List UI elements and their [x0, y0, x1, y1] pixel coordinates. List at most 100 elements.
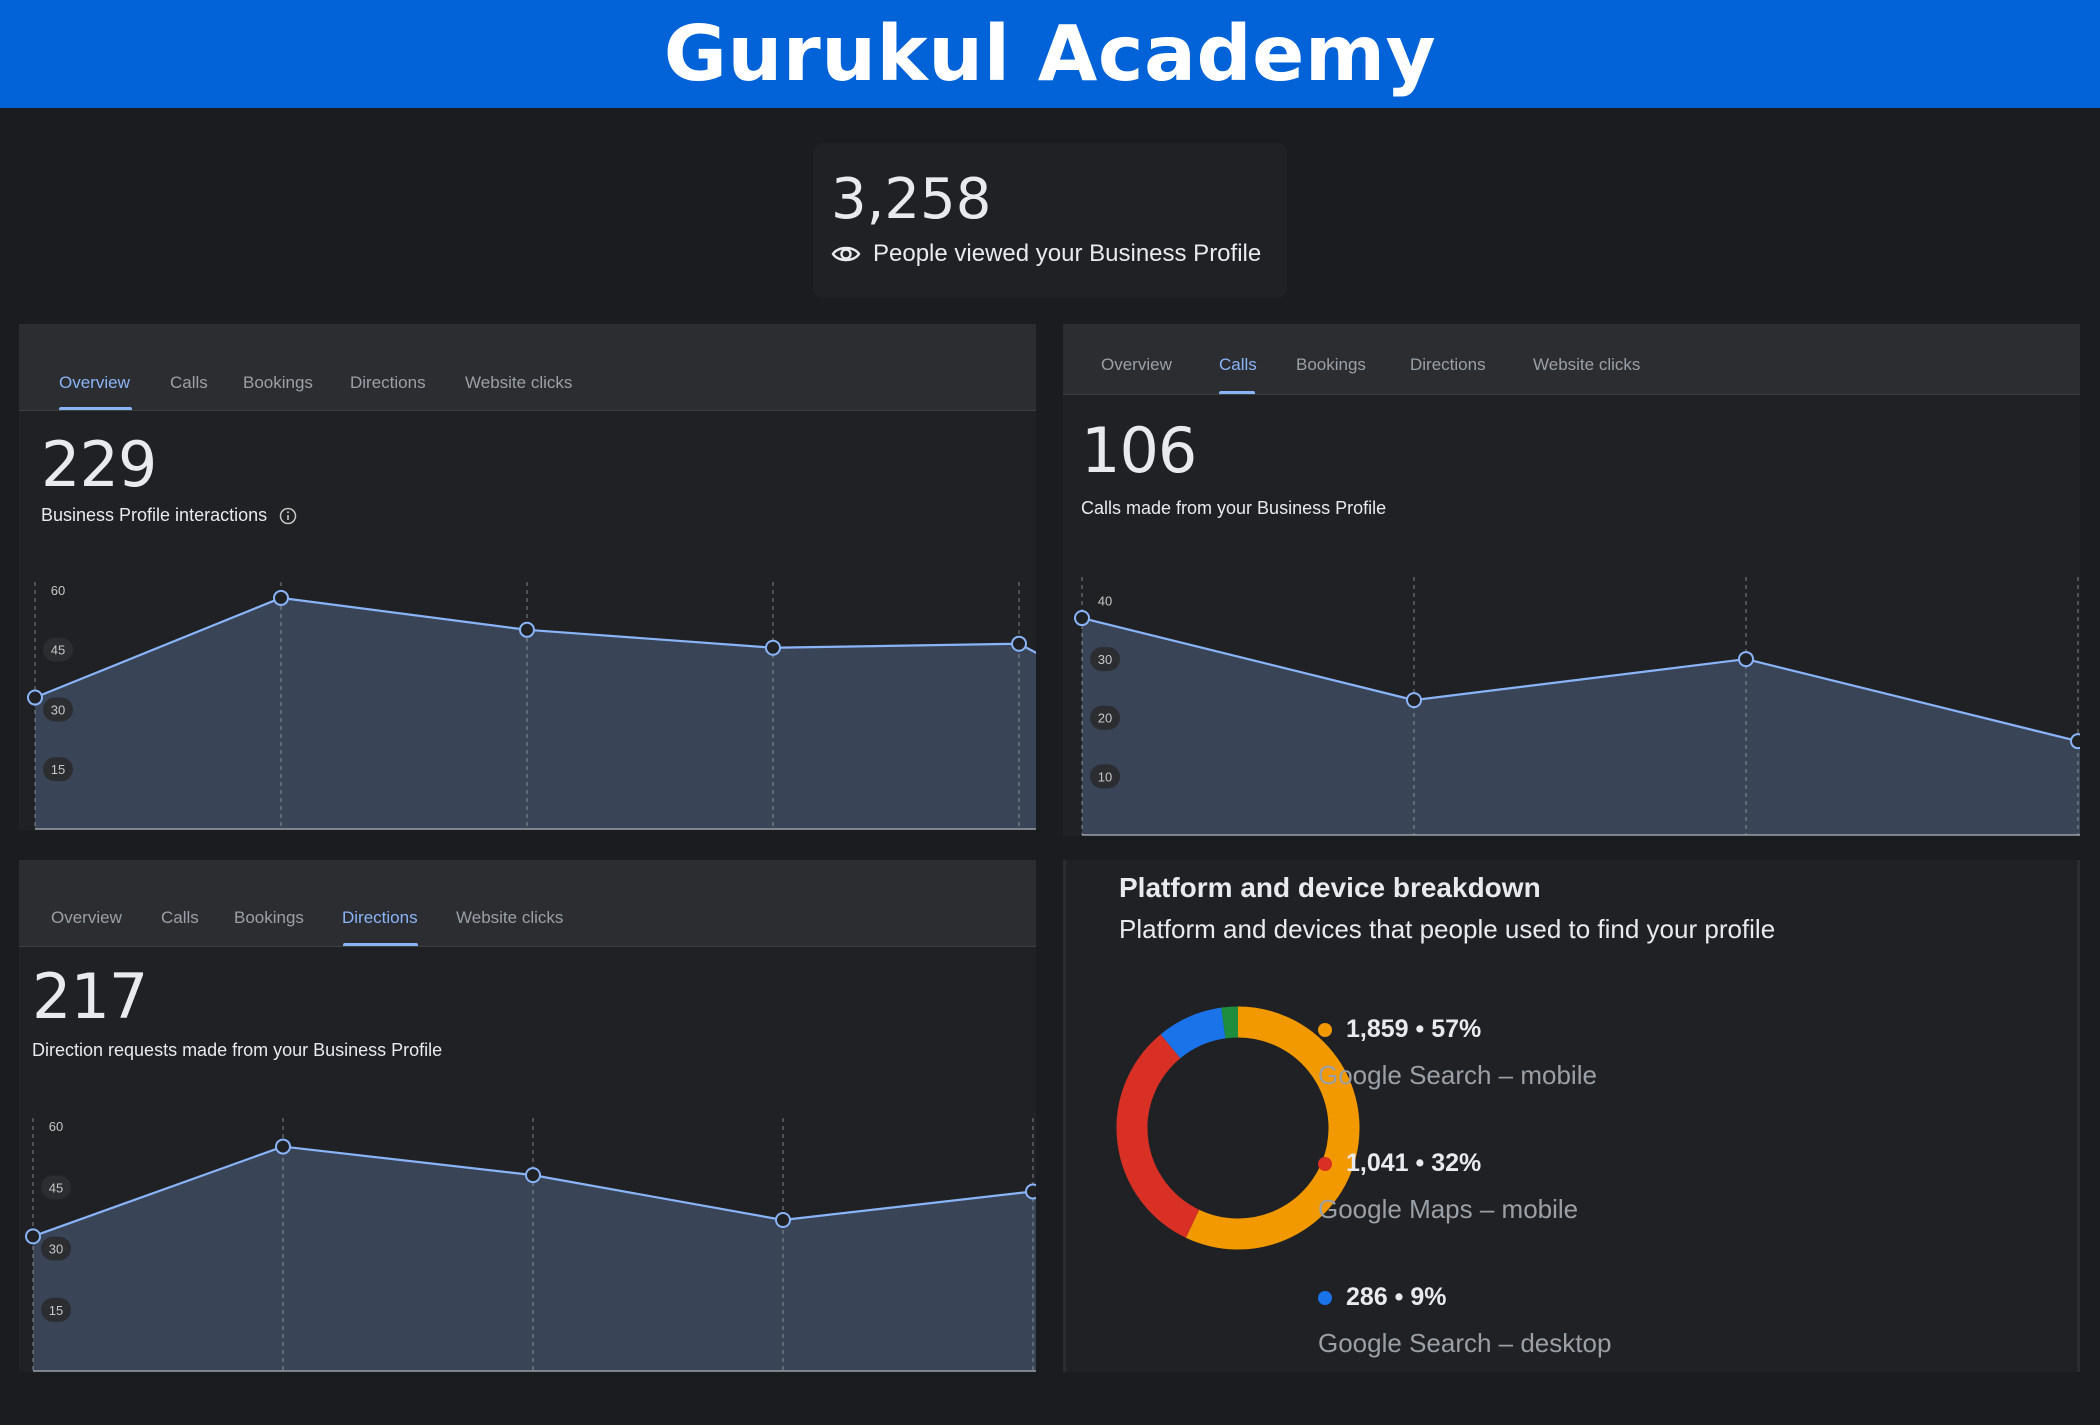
legend-value-row: 286 • 9% — [1318, 1283, 1611, 1312]
tab-calls[interactable]: Calls — [170, 373, 208, 392]
y-tick-label: 45 — [49, 1180, 63, 1195]
chart-area-fill — [35, 597, 1036, 829]
tab-calls[interactable]: Calls — [1219, 355, 1257, 374]
tab-bar: Overview Calls Bookings Directions Websi… — [1063, 324, 2080, 395]
interactions-chart: 60 45 30 15 — [27, 582, 1036, 830]
chart-data-point[interactable] — [1406, 692, 1422, 709]
chart-data-point[interactable] — [525, 1167, 541, 1184]
y-tick-label: 45 — [51, 643, 65, 658]
y-tick-label: 30 — [1098, 652, 1112, 667]
calls-label: Calls made from your Business Profile — [1081, 498, 1387, 518]
y-tick: 30 — [41, 1236, 71, 1261]
y-tick: 15 — [43, 757, 73, 782]
tab-website-clicks[interactable]: Website clicks — [456, 908, 564, 927]
chart-data-point[interactable] — [1074, 610, 1090, 627]
tab-bar: Overview Calls Bookings Directions Websi… — [19, 324, 1036, 411]
directions-count: 217 — [32, 960, 148, 1033]
platform-breakdown-panel: Platform and device breakdown Platform a… — [1063, 860, 2080, 1372]
y-tick-label: 10 — [1098, 769, 1112, 784]
chart-area-fill — [33, 1146, 1036, 1371]
header-banner: Gurukul Academy — [0, 0, 2100, 108]
profile-views-label: People viewed your Business Profile — [873, 240, 1262, 267]
legend-item-maps-mobile: 1,041 • 32% Google Maps – mobile — [1318, 1149, 1578, 1225]
tab-overview[interactable]: Overview — [1101, 355, 1172, 374]
tab-bookings[interactable]: Bookings — [234, 908, 304, 927]
chart-data-point[interactable] — [275, 1138, 291, 1155]
legend-value: 1,859 • 57% — [1346, 1015, 1482, 1043]
donut-slice[interactable] — [1221, 1006, 1239, 1039]
calls-chart: 40 30 20 10 — [1074, 577, 2080, 836]
y-tick-label: 15 — [49, 1303, 63, 1318]
legend-dot — [1318, 1156, 1332, 1171]
page-title: Gurukul Academy — [663, 9, 1437, 99]
tab-directions[interactable]: Directions — [1410, 355, 1486, 374]
profile-views-label-row: People viewed your Business Profile — [831, 240, 1261, 268]
breakdown-title: Platform and device breakdown — [1119, 872, 1541, 903]
active-tab-indicator — [343, 943, 418, 946]
calls-panel: Overview Calls Bookings Directions Websi… — [1063, 324, 2080, 836]
legend-value: 286 • 9% — [1346, 1283, 1447, 1311]
legend-name: Google Search – desktop — [1318, 1328, 1612, 1358]
y-tick-label: 15 — [51, 762, 65, 777]
legend-item-search-desktop: 286 • 9% Google Search – desktop — [1318, 1283, 1611, 1359]
y-tick-label: 60 — [49, 1119, 63, 1134]
legend-value-row: 1,041 • 32% — [1318, 1149, 1578, 1178]
y-tick: 40 — [1098, 593, 1112, 608]
y-tick: 10 — [1090, 764, 1120, 789]
chart-data-point[interactable] — [273, 589, 289, 606]
y-tick: 60 — [49, 1119, 63, 1134]
legend-item-search-mobile: 1,859 • 57% Google Search – mobile — [1318, 1015, 1597, 1091]
y-tick: 20 — [1090, 705, 1120, 730]
chart-data-point[interactable] — [775, 1212, 791, 1229]
chart-data-point[interactable] — [25, 1228, 41, 1245]
profile-views-card: 3,258 People viewed your Business Profil… — [813, 143, 1287, 298]
donut-slice[interactable] — [1116, 1034, 1200, 1238]
chart-data-point[interactable] — [1011, 635, 1027, 652]
info-icon[interactable] — [279, 507, 297, 525]
legend-dot — [1318, 1290, 1332, 1305]
chart-data-point[interactable] — [1025, 1183, 1036, 1200]
calls-label-row: Calls made from your Business Profile — [1081, 498, 1386, 519]
legend-name: Google Maps – mobile — [1318, 1194, 1579, 1224]
tab-overview[interactable]: Overview — [59, 373, 130, 392]
legend-name: Google Search – mobile — [1318, 1060, 1597, 1090]
chart-data-point[interactable] — [765, 639, 781, 656]
donut-slice[interactable] — [1185, 1006, 1360, 1250]
directions-chart: 60 45 30 15 — [25, 1118, 1036, 1372]
tab-bookings[interactable]: Bookings — [1296, 355, 1366, 374]
tab-bookings[interactable]: Bookings — [243, 373, 313, 392]
platform-donut-chart — [1116, 1006, 1360, 1250]
eye-icon — [831, 246, 861, 262]
tab-directions[interactable]: Directions — [350, 373, 426, 392]
tab-bar: Overview Calls Bookings Directions Websi… — [19, 860, 1036, 947]
y-tick-label: 30 — [49, 1242, 63, 1257]
chart-data-point[interactable] — [2070, 733, 2080, 750]
active-tab-indicator — [59, 407, 132, 410]
chart-data-point[interactable] — [1738, 651, 1754, 668]
chart-data-point[interactable] — [27, 689, 43, 706]
tab-website-clicks[interactable]: Website clicks — [465, 373, 573, 392]
y-tick: 45 — [41, 1175, 71, 1200]
y-tick-label: 60 — [51, 583, 65, 598]
interactions-count: 229 — [41, 428, 157, 501]
overview-panel: Overview Calls Bookings Directions Websi… — [19, 324, 1036, 830]
y-tick: 30 — [1090, 647, 1120, 672]
tab-calls[interactable]: Calls — [161, 908, 199, 927]
y-tick-label: 30 — [51, 702, 65, 717]
donut-slice[interactable] — [1160, 1007, 1227, 1059]
directions-label-row: Direction requests made from your Busine… — [32, 1040, 442, 1061]
chart-data-point[interactable] — [519, 621, 535, 638]
directions-panel: Overview Calls Bookings Directions Websi… — [19, 860, 1036, 1372]
y-tick: 60 — [51, 583, 65, 598]
tab-directions[interactable]: Directions — [342, 908, 418, 927]
tab-website-clicks[interactable]: Website clicks — [1533, 355, 1641, 374]
active-tab-indicator — [1219, 391, 1255, 394]
interactions-label: Business Profile interactions — [41, 505, 268, 525]
y-tick-label: 40 — [1098, 593, 1112, 608]
tab-overview[interactable]: Overview — [51, 908, 122, 927]
interactions-label-row: Business Profile interactions — [41, 505, 297, 526]
y-tick: 30 — [43, 697, 73, 722]
legend-value: 1,041 • 32% — [1346, 1149, 1482, 1177]
directions-label: Direction requests made from your Busine… — [32, 1040, 443, 1060]
breakdown-subtitle: Platform and devices that people used to… — [1119, 914, 1776, 944]
